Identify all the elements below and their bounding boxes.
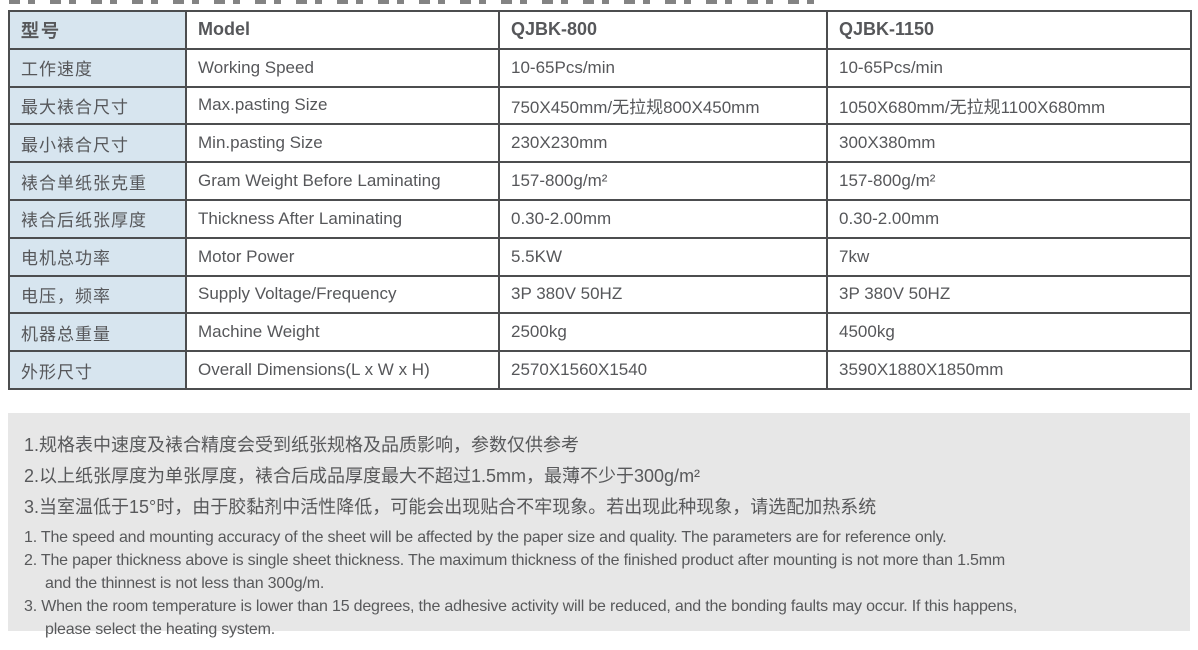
value-qjbk-800: 750X450mm/无拉规800X450mm <box>498 85 828 126</box>
note-en-2: 2. The paper thickness above is single s… <box>24 552 1006 569</box>
note-en-3: 3. When the room temperature is lower th… <box>24 598 1018 615</box>
value-qjbk-800: 5.5KW <box>498 236 828 277</box>
row-label-en: Overall Dimensions(L x W x H) <box>185 350 500 390</box>
value-qjbk-800: 230X230mm <box>498 123 828 164</box>
row-label-cn: 最小裱合尺寸 <box>8 123 187 164</box>
header-qjbk-1150: QJBK-1150 <box>826 10 1192 50</box>
row-label-en: Max.pasting Size <box>185 85 500 126</box>
value-qjbk-800: 10-65Pcs/min <box>498 47 828 88</box>
row-label-cn: 裱合后纸张厚度 <box>8 198 187 239</box>
notes-panel: 1.规格表中速度及裱合精度会受到纸张规格及品质影响，参数仅供参考 2.以上纸张厚… <box>8 413 1190 638</box>
row-label-en: Working Speed <box>185 47 500 88</box>
table-header-row: 型号 Model QJBK-800 QJBK-1150 <box>8 10 1192 50</box>
row-label-en: Thickness After Laminating <box>185 198 500 239</box>
value-qjbk-800: 2500kg <box>498 312 828 353</box>
row-label-en: Min.pasting Size <box>185 123 500 164</box>
value-qjbk-800: 2570X1560X1540 <box>498 350 828 390</box>
value-qjbk-800: 3P 380V 50HZ <box>498 274 828 315</box>
row-label-cn: 电压，频率 <box>8 274 187 315</box>
table-row: 电机总功率 Motor Power 5.5KW 7kw <box>8 236 1192 277</box>
table-row: 最小裱合尺寸 Min.pasting Size 230X230mm 300X38… <box>8 123 1192 164</box>
value-qjbk-1150: 3590X1880X1850mm <box>826 350 1192 390</box>
note-cn-2: 2.以上纸张厚度为单张厚度，裱合后成品厚度最大不超过1.5mm，最薄不少于300… <box>24 466 701 486</box>
table-row: 外形尺寸 Overall Dimensions(L x W x H) 2570X… <box>8 350 1192 390</box>
header-qjbk-800: QJBK-800 <box>498 10 828 50</box>
note-en-3-cont: please select the heating system. <box>45 621 275 638</box>
row-label-cn: 电机总功率 <box>8 236 187 277</box>
table-row: 工作速度 Working Speed 10-65Pcs/min 10-65Pcs… <box>8 47 1192 88</box>
value-qjbk-1150: 7kw <box>826 236 1192 277</box>
notes-english: 1. The speed and mounting accuracy of th… <box>24 526 1176 641</box>
value-qjbk-1150: 300X380mm <box>826 123 1192 164</box>
row-label-cn: 工作速度 <box>8 47 187 88</box>
notes-chinese: 1.规格表中速度及裱合精度会受到纸张规格及品质影响，参数仅供参考 2.以上纸张厚… <box>24 430 1176 523</box>
table-row: 电压，频率 Supply Voltage/Frequency 3P 380V 5… <box>8 274 1192 315</box>
value-qjbk-1150: 3P 380V 50HZ <box>826 274 1192 315</box>
value-qjbk-1150: 1050X680mm/无拉规1100X680mm <box>826 85 1192 126</box>
value-qjbk-800: 0.30-2.00mm <box>498 198 828 239</box>
row-label-cn: 最大裱合尺寸 <box>8 85 187 126</box>
row-label-cn: 外形尺寸 <box>8 350 187 390</box>
note-cn-3: 3.当室温低于15°时，由于胶黏剂中活性降低，可能会出现贴合不牢现象。若出现此种… <box>24 497 877 517</box>
value-qjbk-1150: 157-800g/m² <box>826 161 1192 201</box>
row-label-cn: 机器总重量 <box>8 312 187 353</box>
row-label-en: Motor Power <box>185 236 500 277</box>
table-row: 最大裱合尺寸 Max.pasting Size 750X450mm/无拉规800… <box>8 85 1192 126</box>
spec-table: 型号 Model QJBK-800 QJBK-1150 工作速度 Working… <box>8 10 1192 390</box>
value-qjbk-1150: 4500kg <box>826 312 1192 353</box>
row-label-cn: 裱合单纸张克重 <box>8 161 187 201</box>
row-label-en: Supply Voltage/Frequency <box>185 274 500 315</box>
header-model-cn: 型号 <box>8 10 187 50</box>
cropped-text-artifact <box>9 0 815 4</box>
note-en-1: 1. The speed and mounting accuracy of th… <box>24 529 947 546</box>
note-cn-1: 1.规格表中速度及裱合精度会受到纸张规格及品质影响，参数仅供参考 <box>24 435 580 455</box>
header-model-en: Model <box>185 10 500 50</box>
value-qjbk-800: 157-800g/m² <box>498 161 828 201</box>
value-qjbk-1150: 10-65Pcs/min <box>826 47 1192 88</box>
table-row: 裱合单纸张克重 Gram Weight Before Laminating 15… <box>8 161 1192 201</box>
table-row: 裱合后纸张厚度 Thickness After Laminating 0.30-… <box>8 198 1192 239</box>
value-qjbk-1150: 0.30-2.00mm <box>826 198 1192 239</box>
note-en-2-cont: and the thinnest is not less than 300g/m… <box>45 575 325 592</box>
row-label-en: Gram Weight Before Laminating <box>185 161 500 201</box>
row-label-en: Machine Weight <box>185 312 500 353</box>
table-row: 机器总重量 Machine Weight 2500kg 4500kg <box>8 312 1192 353</box>
